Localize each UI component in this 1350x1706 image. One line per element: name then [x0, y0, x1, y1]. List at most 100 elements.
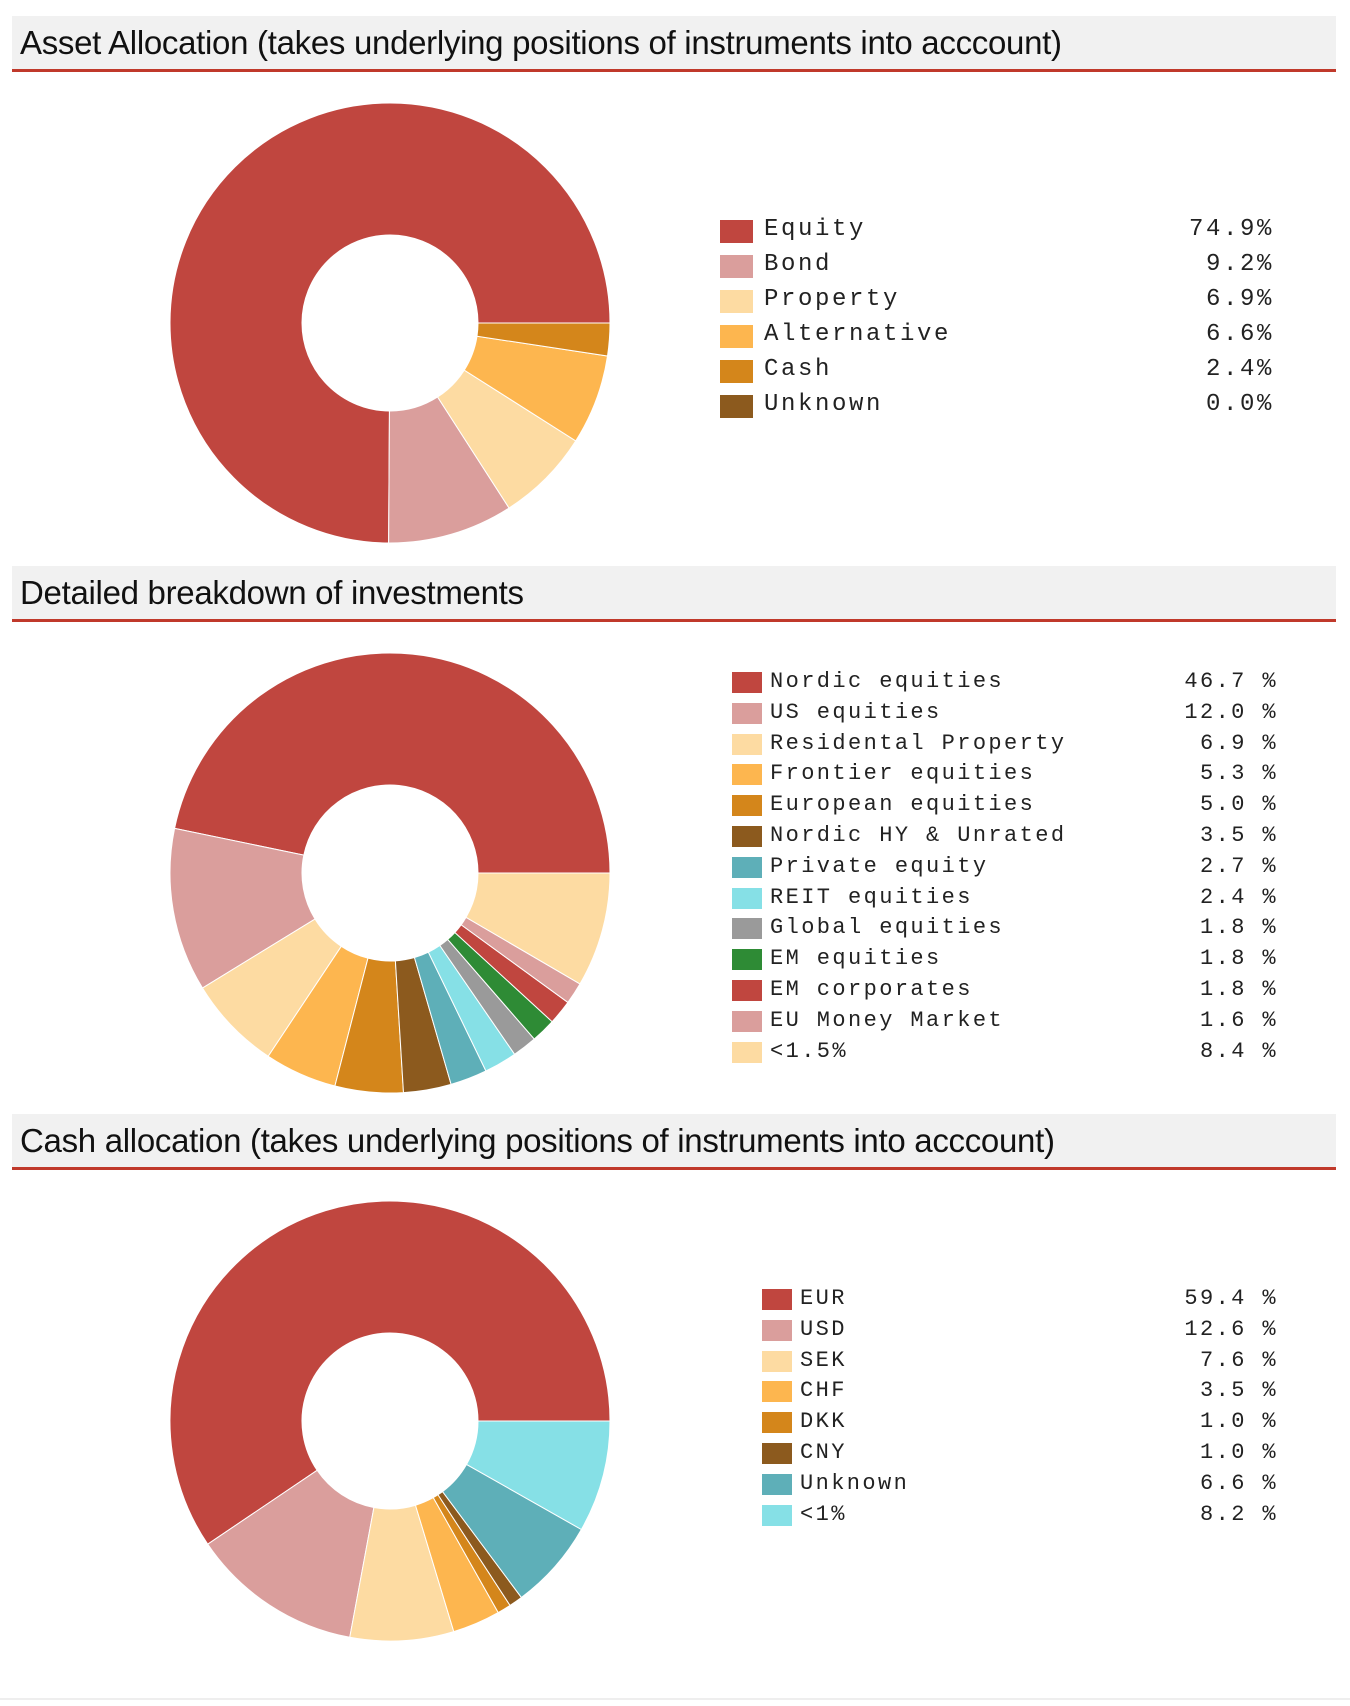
legend-value: 8.2 %	[1199, 1501, 1278, 1527]
legend-label: Cash	[764, 356, 833, 383]
legend-swatch	[762, 1381, 792, 1403]
legend-item-property: Property 6.9%	[720, 286, 1274, 321]
legend-item-cny: CNY 1.0 %	[762, 1440, 1278, 1471]
section-title: Cash allocation (takes underlying positi…	[20, 1122, 1055, 1159]
legend-swatch	[762, 1504, 792, 1526]
asset-allocation-legend: Equity 74.9% Bond 9.2% Property 6.9% Alternati…	[720, 216, 1274, 426]
legend-value: 7.6 %	[1199, 1347, 1278, 1373]
legend-item-sek: SEK 7.6 %	[762, 1348, 1278, 1379]
legend-item-nordic-equities: Nordic equities 46.7 %	[732, 669, 1278, 700]
legend-label: Alternative	[764, 321, 952, 348]
legend-swatch	[732, 733, 762, 755]
legend-label: Private equity	[770, 853, 989, 879]
legend-label: Residental Property	[770, 730, 1067, 756]
legend-label: REIT equities	[770, 884, 973, 910]
legend-item-em-equities: EM equities 1.8 %	[732, 946, 1278, 977]
legend-swatch	[732, 825, 762, 847]
legend-item-bond: Bond 9.2%	[720, 251, 1274, 286]
legend-label: Nordic HY & Unrated	[770, 822, 1067, 848]
legend-swatch	[720, 255, 753, 278]
legend-label: Unknown	[764, 391, 884, 418]
legend-swatch	[732, 764, 762, 786]
legend-label: CHF	[800, 1378, 847, 1404]
legend-item-cash: Cash 2.4%	[720, 356, 1274, 391]
legend-label: Nordic equities	[770, 669, 1005, 694]
legend-item-usd: USD 12.6 %	[762, 1317, 1278, 1348]
legend-swatch	[732, 856, 762, 878]
detailed-breakdown-donut-chart	[169, 652, 611, 1094]
legend-item-unknown: Unknown 6.6 %	[762, 1471, 1278, 1502]
legend-swatch	[732, 979, 762, 1001]
legend-swatch	[732, 949, 762, 971]
legend-label: SEK	[800, 1347, 847, 1373]
legend-item-equity: Equity 74.9%	[720, 216, 1274, 251]
legend-item-dkk: DKK 1.0 %	[762, 1409, 1278, 1440]
legend-swatch	[720, 325, 753, 348]
legend-label: DKK	[800, 1409, 847, 1435]
legend-value: 0.0%	[1205, 391, 1274, 418]
legend-swatch	[720, 395, 753, 418]
legend-value: 12.6 %	[1184, 1316, 1278, 1342]
legend-swatch	[720, 360, 753, 383]
legend-label: <1%	[800, 1501, 847, 1527]
slice-usd	[207, 1469, 375, 1638]
legend-label: US equities	[770, 699, 942, 725]
legend-label: EM corporates	[770, 976, 973, 1002]
legend-item-eu-money-market: EU Money Market 1.6 %	[732, 1008, 1278, 1039]
legend-item-em-corporates: EM corporates 1.8 %	[732, 977, 1278, 1008]
legend-label: Global equities	[770, 915, 1005, 941]
legend-value: 2.4 %	[1199, 884, 1278, 910]
legend-value: 2.7 %	[1199, 853, 1278, 879]
legend-value: 9.2%	[1205, 251, 1274, 278]
legend-value: 46.7 %	[1184, 669, 1278, 694]
legend-value: 1.8 %	[1199, 915, 1278, 941]
legend-label: Unknown	[800, 1470, 910, 1496]
legend-value: 2.4%	[1205, 356, 1274, 383]
legend-item-residental-property: Residental Property 6.9 %	[732, 731, 1278, 762]
slice-1-5	[465, 872, 611, 985]
legend-item-1: <1% 8.2 %	[762, 1502, 1278, 1533]
slice-eur	[169, 1200, 611, 1545]
legend-label: Bond	[764, 251, 833, 278]
legend-swatch	[732, 918, 762, 940]
legend-item-eur: EUR 59.4 %	[762, 1286, 1278, 1317]
legend-label: EM equities	[770, 946, 942, 972]
legend-label: EU Money Market	[770, 1007, 1005, 1033]
legend-swatch	[762, 1350, 792, 1372]
legend-label: CNY	[800, 1439, 847, 1465]
legend-swatch	[732, 1041, 762, 1063]
section-header: Detailed breakdown of investments	[12, 566, 1336, 622]
legend-swatch	[762, 1473, 792, 1495]
legend-swatch	[762, 1412, 792, 1434]
legend-item-global-equities: Global equities 1.8 %	[732, 915, 1278, 946]
legend-value: 1.8 %	[1199, 946, 1278, 972]
legend-value: 1.0 %	[1199, 1409, 1278, 1435]
legend-swatch	[720, 290, 753, 313]
slice-1	[465, 1420, 611, 1531]
legend-item-us-equities: US equities 12.0 %	[732, 700, 1278, 731]
slice-equity	[169, 102, 611, 544]
legend-swatch	[732, 795, 762, 817]
page-bottom-rule	[0, 1698, 1350, 1700]
legend-value: 6.9%	[1205, 286, 1274, 313]
legend-swatch	[762, 1319, 792, 1341]
slice-cash	[476, 322, 611, 357]
legend-label: Frontier equities	[770, 761, 1036, 787]
legend-value: 59.4 %	[1184, 1286, 1278, 1311]
legend-swatch	[732, 887, 762, 909]
legend-swatch	[720, 220, 753, 243]
section-header: Cash allocation (takes underlying positi…	[12, 1114, 1336, 1170]
legend-label: Property	[764, 286, 901, 313]
legend-swatch	[762, 1442, 792, 1464]
legend-value: 1.0 %	[1199, 1439, 1278, 1465]
legend-item-private-equity: Private equity 2.7 %	[732, 854, 1278, 885]
legend-value: 5.0 %	[1199, 792, 1278, 818]
slice-us-equities	[169, 827, 316, 989]
legend-value: 6.9 %	[1199, 730, 1278, 756]
legend-label: Equity	[764, 216, 867, 243]
legend-item-1-5: <1.5% 8.4 %	[732, 1039, 1278, 1070]
legend-value: 1.8 %	[1199, 976, 1278, 1002]
section-title: Asset Allocation (takes underlying posit…	[20, 24, 1062, 61]
legend-swatch	[732, 672, 762, 693]
legend-item-european-equities: European equities 5.0 %	[732, 792, 1278, 823]
